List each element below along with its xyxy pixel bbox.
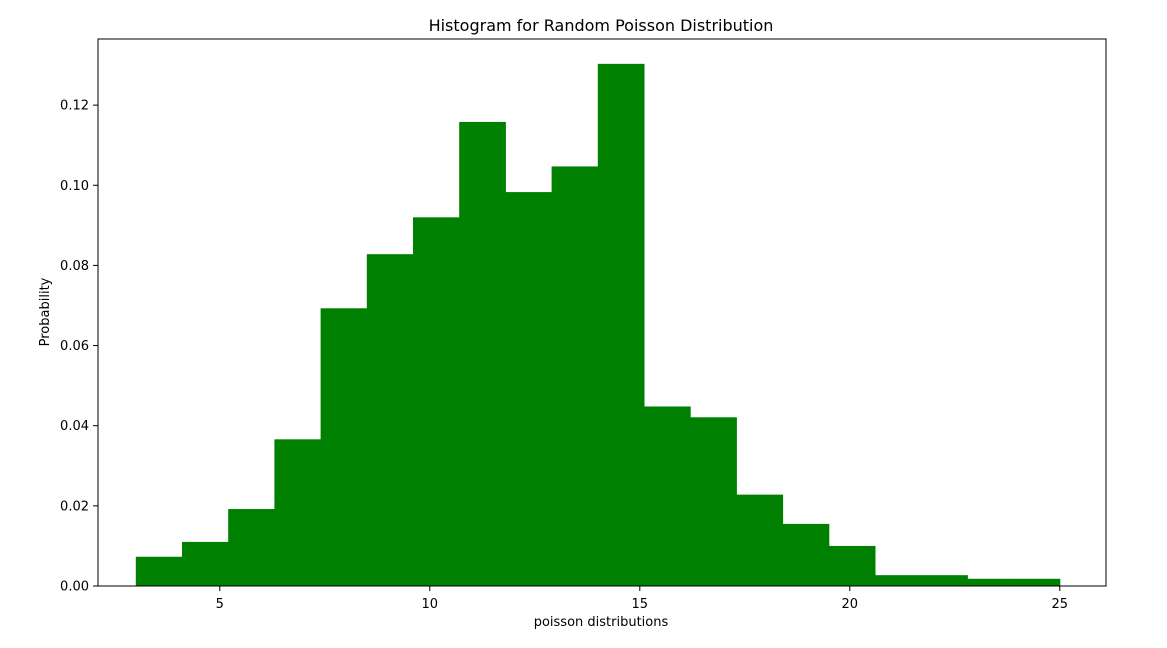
histogram-bar-10: [597, 63, 645, 587]
histogram-bar-11: [644, 406, 691, 586]
x-axis-label: poisson distributions: [534, 615, 669, 630]
histogram-bar-9: [551, 166, 599, 586]
histogram-bar-17: [921, 575, 968, 586]
histogram-bar-3: [274, 439, 322, 586]
histogram-bar-15: [828, 545, 876, 586]
x-tick-label: 15: [632, 597, 649, 612]
histogram-bar-2: [228, 509, 275, 586]
histogram-bar-6: [413, 217, 460, 587]
histogram-bar-19: [1013, 578, 1061, 586]
y-tick-label: 0.12: [60, 99, 89, 114]
chart-title: Histogram for Random Poisson Distributio…: [429, 16, 774, 35]
histogram-bar-18: [967, 578, 1015, 586]
y-tick-label: 0.04: [60, 419, 89, 434]
bars-group: [135, 63, 1061, 587]
x-tick-label: 5: [216, 597, 224, 612]
y-tick-label: 0.00: [60, 580, 89, 595]
histogram-bar-7: [459, 121, 506, 586]
x-tick-label: 10: [422, 597, 439, 612]
y-tick-label: 0.02: [60, 499, 89, 514]
x-tick-label: 20: [842, 597, 859, 612]
y-tick-label: 0.08: [60, 259, 89, 274]
histogram-bar-13: [736, 494, 784, 586]
plot-area-frame: [97, 38, 1107, 587]
histogram-bar-8: [505, 192, 553, 587]
y-axis-ticks: 0.00 0.02 0.04 0.06 0.08 0.10 0.12: [60, 99, 98, 595]
histogram-bar-0: [135, 556, 183, 586]
y-axis-label: Probability: [38, 277, 53, 346]
histogram-bar-4: [320, 308, 368, 586]
histogram-bar-16: [875, 575, 922, 586]
histogram-bar-1: [182, 541, 229, 586]
y-tick-label: 0.06: [60, 339, 89, 354]
histogram-bar-12: [690, 417, 737, 586]
x-tick-label: 25: [1052, 597, 1069, 612]
histogram-bar-5: [366, 254, 414, 586]
x-axis-ticks: 5 10 15 20 25: [216, 586, 1068, 612]
histogram-bar-14: [782, 523, 830, 586]
y-tick-label: 0.10: [60, 179, 89, 194]
